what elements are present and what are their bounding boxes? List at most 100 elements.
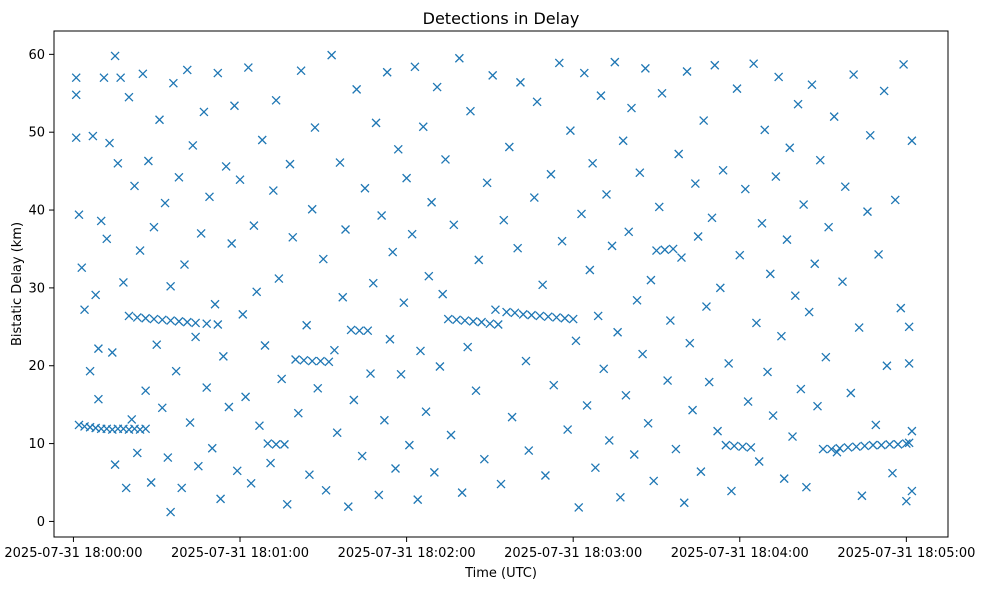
data-point xyxy=(804,307,814,317)
data-point xyxy=(260,341,270,350)
data-point xyxy=(635,168,645,178)
data-point xyxy=(191,318,201,328)
data-point xyxy=(832,447,842,457)
data-point xyxy=(99,73,109,83)
data-point xyxy=(429,467,439,477)
data-point xyxy=(299,355,309,365)
data-point xyxy=(663,376,673,385)
y-tick-label: 60 xyxy=(28,48,45,63)
data-point xyxy=(274,274,284,284)
data-point xyxy=(888,468,897,478)
data-points xyxy=(71,50,917,517)
data-point xyxy=(452,315,462,325)
data-point xyxy=(818,444,828,454)
data-point xyxy=(835,443,845,453)
data-point xyxy=(254,421,264,431)
data-point xyxy=(310,123,320,132)
data-point xyxy=(232,466,242,476)
data-point xyxy=(540,471,550,480)
data-point xyxy=(371,118,381,128)
data-point xyxy=(493,320,503,329)
data-point xyxy=(354,326,364,336)
data-point xyxy=(466,106,475,116)
data-point xyxy=(163,453,173,463)
y-axis-title: Bistatic Delay (km) xyxy=(10,222,25,346)
data-point xyxy=(513,243,523,253)
data-point xyxy=(838,277,847,287)
data-point xyxy=(560,313,570,323)
data-point xyxy=(543,312,553,322)
data-point xyxy=(907,136,917,146)
data-point xyxy=(668,244,678,254)
data-point xyxy=(810,259,820,269)
data-point xyxy=(585,265,595,275)
data-point xyxy=(901,439,911,449)
data-point xyxy=(213,320,223,329)
data-point xyxy=(504,142,514,152)
y-tick-label: 40 xyxy=(28,204,45,219)
data-point xyxy=(602,190,611,199)
data-point xyxy=(404,440,414,450)
data-point xyxy=(615,492,625,502)
data-point xyxy=(890,195,900,205)
data-point xyxy=(71,90,81,100)
data-point xyxy=(660,245,670,255)
data-point xyxy=(307,356,317,366)
data-point xyxy=(874,249,884,259)
data-point xyxy=(443,314,453,324)
data-point xyxy=(624,227,634,237)
data-point xyxy=(141,386,151,396)
data-point xyxy=(441,154,450,164)
data-point xyxy=(896,303,906,313)
y-axis: 0 10 20 30 40 50 60 xyxy=(28,48,54,530)
data-point xyxy=(463,342,473,352)
data-point xyxy=(418,122,428,132)
data-point xyxy=(460,316,470,326)
data-point xyxy=(202,319,212,329)
data-point xyxy=(324,357,334,367)
data-point xyxy=(699,116,709,125)
data-point xyxy=(191,332,201,342)
x-tick-label: 2025-07-31 18:05:00 xyxy=(837,546,975,561)
data-point xyxy=(313,383,323,393)
data-point xyxy=(527,310,536,320)
data-point xyxy=(468,316,478,326)
data-point xyxy=(629,450,639,459)
data-point xyxy=(304,470,314,480)
data-point xyxy=(596,91,606,101)
data-point xyxy=(293,408,303,418)
data-point xyxy=(363,326,373,336)
data-point xyxy=(904,322,914,332)
plot-frame xyxy=(53,30,949,538)
data-point xyxy=(754,457,764,466)
data-point xyxy=(610,57,620,67)
data-point xyxy=(682,67,692,76)
data-point xyxy=(341,225,350,234)
data-point xyxy=(346,325,356,335)
data-point xyxy=(116,73,126,83)
x-tick-label: 2025-07-31 18:02:00 xyxy=(338,546,476,561)
data-point xyxy=(646,275,656,285)
data-point xyxy=(107,348,117,357)
data-point xyxy=(790,291,800,301)
data-point xyxy=(335,158,345,168)
data-point xyxy=(291,355,301,364)
data-point xyxy=(388,247,398,257)
y-tick-label: 0 xyxy=(37,515,45,530)
data-point xyxy=(80,305,90,315)
data-point xyxy=(174,172,184,182)
data-point xyxy=(849,70,859,80)
data-point xyxy=(677,253,686,262)
data-point xyxy=(121,483,131,493)
data-point xyxy=(416,346,425,356)
data-point xyxy=(202,383,212,392)
data-point xyxy=(257,135,267,145)
data-point xyxy=(85,366,95,376)
data-point xyxy=(507,412,517,422)
data-point xyxy=(110,51,120,61)
x-axis: 2025-07-31 18:00:00 2025-07-31 18:01:00 20… xyxy=(4,537,975,561)
data-point xyxy=(185,418,195,428)
y-tick-label: 30 xyxy=(28,281,45,296)
data-point xyxy=(760,125,770,135)
data-point xyxy=(216,494,226,504)
